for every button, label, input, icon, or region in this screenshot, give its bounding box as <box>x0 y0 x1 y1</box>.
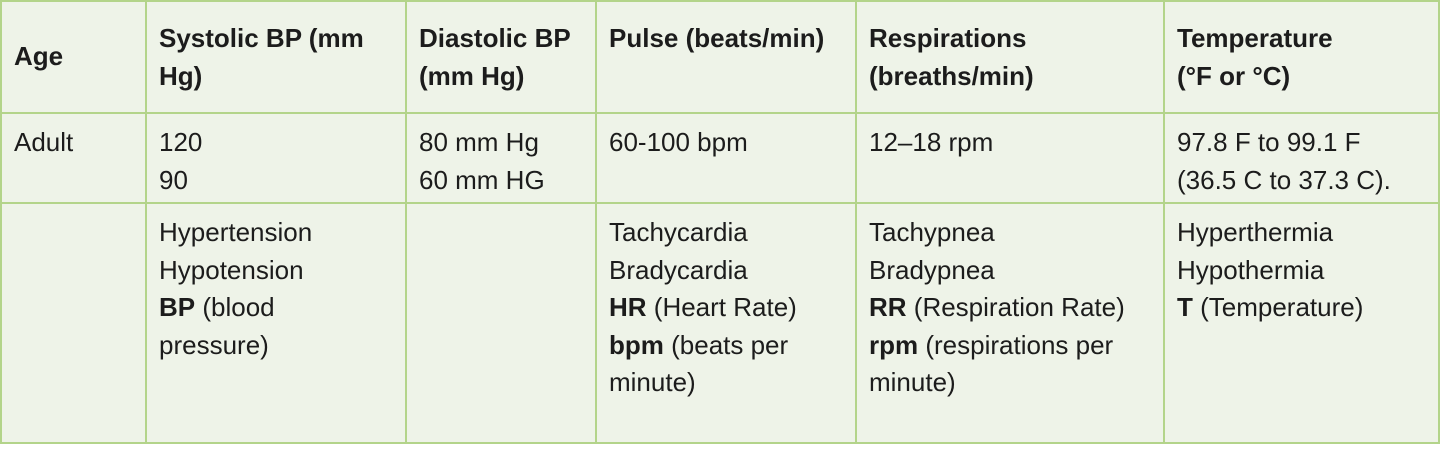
terms-systolic-cell: Hypertension Hypotension BP (blood press… <box>145 202 407 444</box>
header-diastolic: Diastolic BP (mm Hg) <box>405 0 597 114</box>
adult-diastolic-cell: 80 mm Hg 60 mm HG <box>405 112 597 204</box>
adult-systolic-cell: 120 90 <box>145 112 407 204</box>
header-respirations: Respirations (breaths/min) <box>855 0 1165 114</box>
header-pulse: Pulse (beats/min) <box>595 0 857 114</box>
adult-pulse-cell: 60-100 bpm <box>595 112 857 204</box>
adult-age-cell: Adult <box>0 112 147 204</box>
terms-pulse-cell: Tachycardia Bradycardia HR (Heart Rate) … <box>595 202 857 444</box>
adult-temperature-cell: 97.8 F to 99.1 F (36.5 C to 37.3 C). <box>1163 112 1440 204</box>
terms-temperature-cell: Hyperthermia Hypothermia T (Temperature) <box>1163 202 1440 444</box>
adult-row: Adult 120 90 80 mm Hg 60 mm HG 60-100 bp… <box>0 112 1440 204</box>
header-age: Age <box>0 0 147 114</box>
terms-row: Hypertension Hypotension BP (blood press… <box>0 202 1440 444</box>
terms-respirations-cell: Tachypnea Bradypnea RR (Respiration Rate… <box>855 202 1165 444</box>
header-row: Age Systolic BP (mm Hg) Diastolic BP (mm… <box>0 0 1440 114</box>
adult-respirations-cell: 12–18 rpm <box>855 112 1165 204</box>
terms-age-cell <box>0 202 147 444</box>
terms-diastolic-cell <box>405 202 597 444</box>
header-systolic: Systolic BP (mm Hg) <box>145 0 407 114</box>
header-temperature: Temperature (°F or °C) <box>1163 0 1440 114</box>
